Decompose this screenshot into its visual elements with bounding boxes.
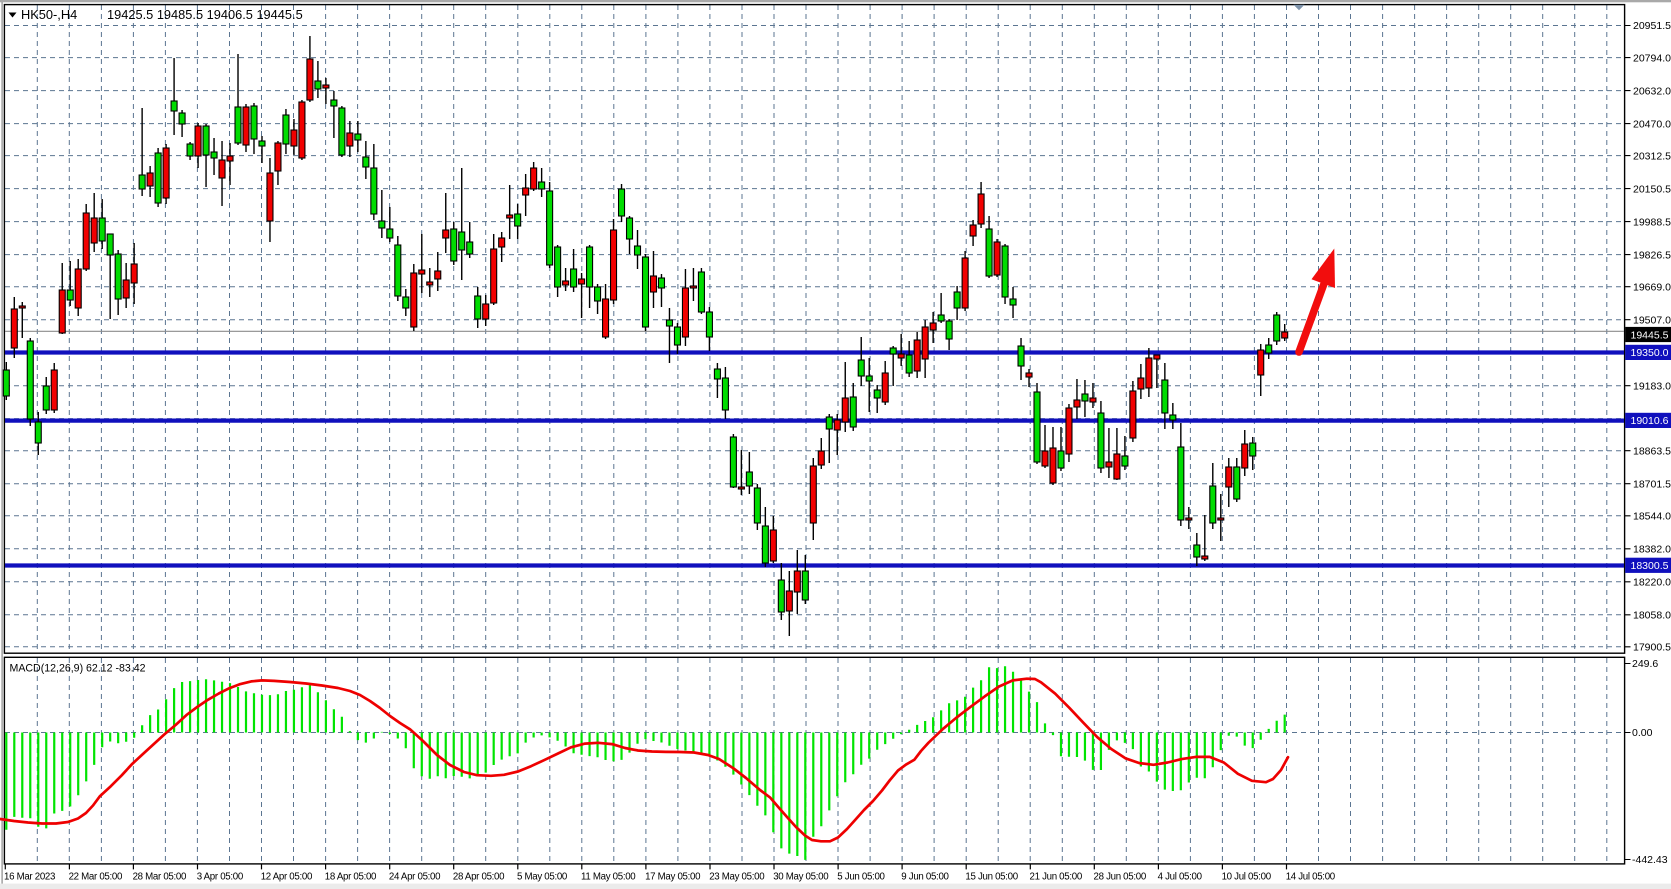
- svg-text:5 May 05:00: 5 May 05:00: [517, 872, 568, 883]
- svg-text:20632.0: 20632.0: [1633, 85, 1671, 97]
- svg-text:20951.5: 20951.5: [1633, 20, 1671, 32]
- svg-text:3 Apr 05:00: 3 Apr 05:00: [197, 872, 244, 883]
- svg-text:18701.5: 18701.5: [1633, 478, 1671, 490]
- svg-text:15 Jun 05:00: 15 Jun 05:00: [965, 872, 1018, 883]
- svg-text:11 May 05:00: 11 May 05:00: [581, 872, 636, 883]
- svg-text:20470.0: 20470.0: [1633, 118, 1671, 130]
- svg-text:18 Apr 05:00: 18 Apr 05:00: [325, 872, 377, 883]
- svg-text:18058.0: 18058.0: [1633, 610, 1671, 622]
- svg-text:23 May 05:00: 23 May 05:00: [709, 872, 765, 883]
- svg-text:19826.5: 19826.5: [1633, 249, 1671, 261]
- svg-text:19350.0: 19350.0: [1631, 347, 1669, 359]
- svg-text:18382.0: 18382.0: [1633, 544, 1671, 556]
- svg-text:0.00: 0.00: [1632, 727, 1653, 739]
- svg-text:MACD(12,26,9) 62.12 -83.42: MACD(12,26,9) 62.12 -83.42: [10, 663, 146, 675]
- svg-text:28 Jun 05:00: 28 Jun 05:00: [1094, 872, 1147, 883]
- svg-text:17 May 05:00: 17 May 05:00: [645, 872, 701, 883]
- svg-text:20150.5: 20150.5: [1633, 183, 1671, 195]
- svg-text:21 Jun 05:00: 21 Jun 05:00: [1030, 872, 1083, 883]
- svg-text:18220.0: 18220.0: [1633, 577, 1671, 589]
- svg-text:-442.43: -442.43: [1632, 854, 1668, 866]
- svg-text:19988.5: 19988.5: [1633, 216, 1671, 228]
- svg-text:19669.0: 19669.0: [1633, 281, 1671, 293]
- svg-text:12 Apr 05:00: 12 Apr 05:00: [261, 872, 313, 883]
- svg-text:249.6: 249.6: [1632, 658, 1658, 670]
- svg-text:14 Jul 05:00: 14 Jul 05:00: [1286, 872, 1336, 883]
- svg-text:9 Jun 05:00: 9 Jun 05:00: [901, 872, 949, 883]
- svg-text:18300.5: 18300.5: [1631, 560, 1669, 572]
- svg-text:5 Jun 05:00: 5 Jun 05:00: [837, 872, 885, 883]
- svg-text:24 Apr 05:00: 24 Apr 05:00: [389, 872, 441, 883]
- svg-text:HK50-,H4: HK50-,H4: [21, 7, 77, 22]
- svg-text:19425.5 19485.5 19406.5 19445.: 19425.5 19485.5 19406.5 19445.5: [107, 7, 303, 22]
- svg-text:16 Mar 2023: 16 Mar 2023: [4, 872, 55, 883]
- svg-text:30 May 05:00: 30 May 05:00: [773, 872, 829, 883]
- svg-text:10 Jul 05:00: 10 Jul 05:00: [1222, 872, 1272, 883]
- svg-text:18544.0: 18544.0: [1633, 511, 1671, 523]
- svg-text:22 Mar 05:00: 22 Mar 05:00: [69, 872, 123, 883]
- svg-text:17900.5: 17900.5: [1633, 642, 1671, 654]
- svg-text:19010.6: 19010.6: [1631, 415, 1669, 427]
- svg-text:20312.5: 20312.5: [1633, 150, 1671, 162]
- svg-text:28 Apr 05:00: 28 Apr 05:00: [453, 872, 505, 883]
- svg-text:19507.0: 19507.0: [1633, 314, 1671, 326]
- svg-text:19445.5: 19445.5: [1631, 329, 1669, 341]
- svg-text:20794.0: 20794.0: [1633, 52, 1671, 64]
- svg-text:28 Mar 05:00: 28 Mar 05:00: [133, 872, 187, 883]
- svg-text:18863.5: 18863.5: [1633, 445, 1671, 457]
- svg-text:19183.0: 19183.0: [1633, 380, 1671, 392]
- svg-text:4 Jul 05:00: 4 Jul 05:00: [1158, 872, 1203, 883]
